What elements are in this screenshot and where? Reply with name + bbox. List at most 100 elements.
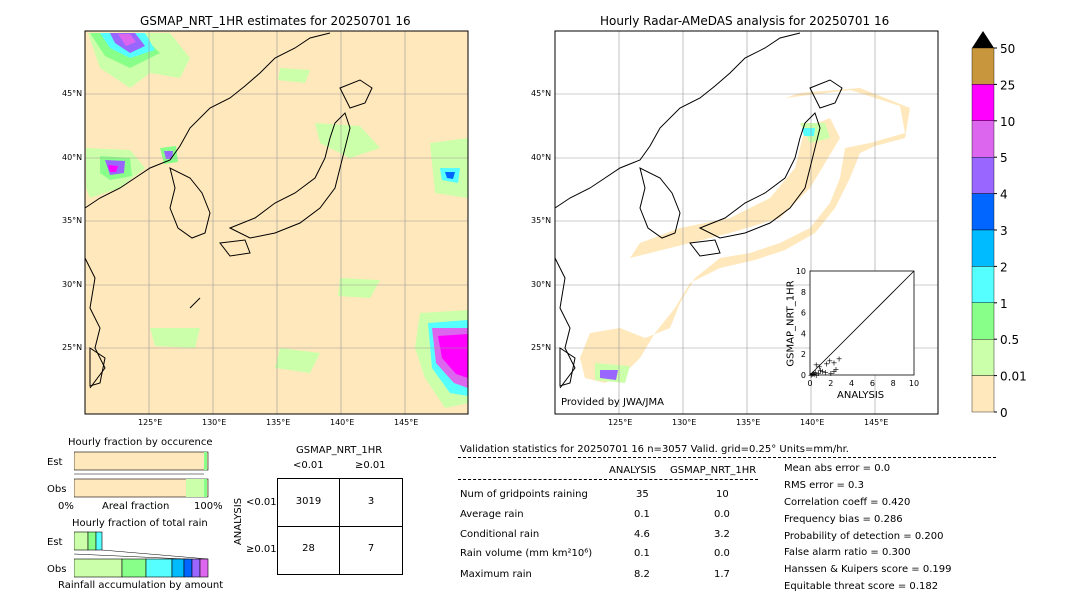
contingency-cell: 7	[367, 543, 375, 554]
scatter-point: +	[808, 371, 815, 380]
colorbar-label: 0.01	[1000, 370, 1027, 384]
scatter-xtick: 8	[891, 379, 896, 388]
lat-label: 45°N	[62, 89, 83, 98]
lat-label: 30°N	[62, 280, 83, 289]
stat-analysis: 8.2	[634, 569, 650, 580]
scatter-point: +	[812, 368, 819, 377]
lon-label: 140°E	[330, 418, 355, 427]
colorbar-label: 25	[1000, 78, 1015, 92]
lat-label: 35°N	[62, 216, 83, 225]
stat-label: Num of gridpoints raining	[460, 489, 588, 500]
scatter-point: +	[817, 366, 824, 375]
scatter-ytick: 4	[801, 329, 806, 338]
scatter-xtick: 6	[870, 379, 875, 388]
occurrence-bar-est	[74, 451, 209, 471]
colorbar-label: 0	[1000, 406, 1008, 418]
colorbar-label: 2	[1000, 260, 1008, 274]
colorbar-cell	[971, 375, 995, 413]
coastline-right	[554, 32, 843, 389]
colorbar-cell	[971, 120, 995, 158]
colorbar-cell	[971, 302, 995, 340]
colorbar-cell	[971, 84, 995, 122]
scatter-xtick: 2	[828, 379, 833, 388]
left-map-title: GSMAP_NRT_1HR estimates for 20250701 16	[140, 14, 411, 28]
stat-analysis: 35	[636, 489, 649, 500]
score-line: Probability of detection = 0.200	[784, 531, 944, 542]
stat-gsmap: 0.0	[714, 548, 730, 559]
scatter-point: +	[823, 360, 830, 369]
occurrence-title: Hourly fraction by occurence	[68, 437, 213, 448]
colorbar-cell	[971, 229, 995, 267]
lat-label: 35°N	[531, 216, 552, 225]
occurrence-row-obs: Obs	[47, 484, 67, 495]
lon-label: 130°E	[202, 418, 227, 427]
score-line: Equitable threat score = 0.182	[784, 581, 939, 592]
colorbar-cell	[971, 47, 995, 85]
scatter-point: +	[836, 354, 843, 363]
lon-label: 125°E	[138, 418, 163, 427]
total-rain-title: Hourly fraction of total rain	[72, 518, 208, 529]
scatter-point: +	[811, 370, 818, 379]
precip-blobs-left	[86, 33, 468, 408]
lat-label: 25°N	[531, 343, 552, 352]
contingency-cell: 3019	[295, 496, 322, 507]
colorbar-label: 3	[1000, 224, 1008, 238]
scatter-points: ++++++++++++ + +++ ++ +	[808, 354, 843, 380]
colorbar-cell	[971, 156, 995, 194]
colorbar-arrow	[972, 31, 994, 48]
scatter-point: +	[816, 363, 823, 372]
colorbar-label: 0.5	[1000, 333, 1019, 347]
contingency-cell: 3	[367, 496, 375, 507]
contingency-row-lt: <0.01	[246, 497, 277, 508]
diagonal-line	[809, 270, 915, 376]
colorbar-cell	[971, 193, 995, 231]
scatter-ytick: 8	[801, 288, 806, 297]
stat-analysis: 4.6	[634, 529, 650, 540]
stat-analysis: 0.1	[634, 548, 650, 559]
contingency-col-lt: <0.01	[293, 460, 324, 471]
lat-label: 40°N	[62, 153, 83, 162]
validation-header: Validation statistics for 20250701 16 n=…	[460, 444, 849, 455]
total-rain-bars	[74, 531, 209, 578]
scatter-point: +	[813, 371, 820, 380]
validation-divider-2	[458, 479, 758, 480]
provided-by-label: Provided by JWA/JMA	[561, 397, 664, 408]
lon-label: 140°E	[800, 418, 825, 427]
scatter-ytick: 0	[801, 371, 806, 380]
lon-label: 145°E	[864, 418, 889, 427]
validation-col-analysis: ANALYSIS	[609, 465, 657, 476]
scatter-point: +	[809, 370, 816, 379]
right-map-title: Hourly Radar-AMeDAS analysis for 2025070…	[600, 14, 890, 28]
scatter-point: +	[826, 356, 833, 365]
scatter-point: +	[819, 367, 826, 376]
scatter-point: +	[831, 359, 838, 368]
stat-label: Maximum rain	[460, 569, 532, 580]
colorbar-label: 1	[1000, 297, 1008, 311]
lat-label: 45°N	[531, 89, 552, 98]
scatter-xlabel: ANALYSIS	[837, 390, 885, 401]
validation-divider	[458, 457, 996, 458]
colorbar-cell	[971, 339, 995, 376]
contingency-title: GSMAP_NRT_1HR	[296, 445, 383, 456]
gsmap-estimate-map	[84, 30, 469, 415]
score-line: False alarm ratio = 0.300	[784, 547, 911, 558]
scatter-xtick: 0	[807, 379, 812, 388]
score-line: Correlation coeff = 0.420	[784, 497, 911, 508]
colorbar-cell	[971, 266, 995, 303]
scatter-point: +	[827, 369, 834, 378]
scatter-xtick: 10	[909, 379, 919, 388]
occurrence-bar-obs	[74, 478, 209, 498]
scatter-xtick: 4	[849, 379, 854, 388]
lon-label: 135°E	[736, 418, 761, 427]
contingency-table: 3019 3 28 7	[277, 478, 403, 575]
stat-analysis: 0.1	[634, 509, 650, 520]
contingency-cell: 28	[302, 543, 315, 554]
colorbar-label: 50	[1000, 42, 1015, 56]
stat-label: Average rain	[460, 509, 524, 520]
scatter-ylabel: GSMAP_NRT_1HR	[785, 280, 797, 367]
stat-label: Conditional rain	[460, 529, 540, 540]
score-line: RMS error = 0.3	[784, 480, 864, 491]
scatter-ytick: 10	[796, 267, 806, 276]
scatter-point: +	[810, 369, 817, 378]
occurrence-axis-left: 0%	[58, 501, 74, 512]
